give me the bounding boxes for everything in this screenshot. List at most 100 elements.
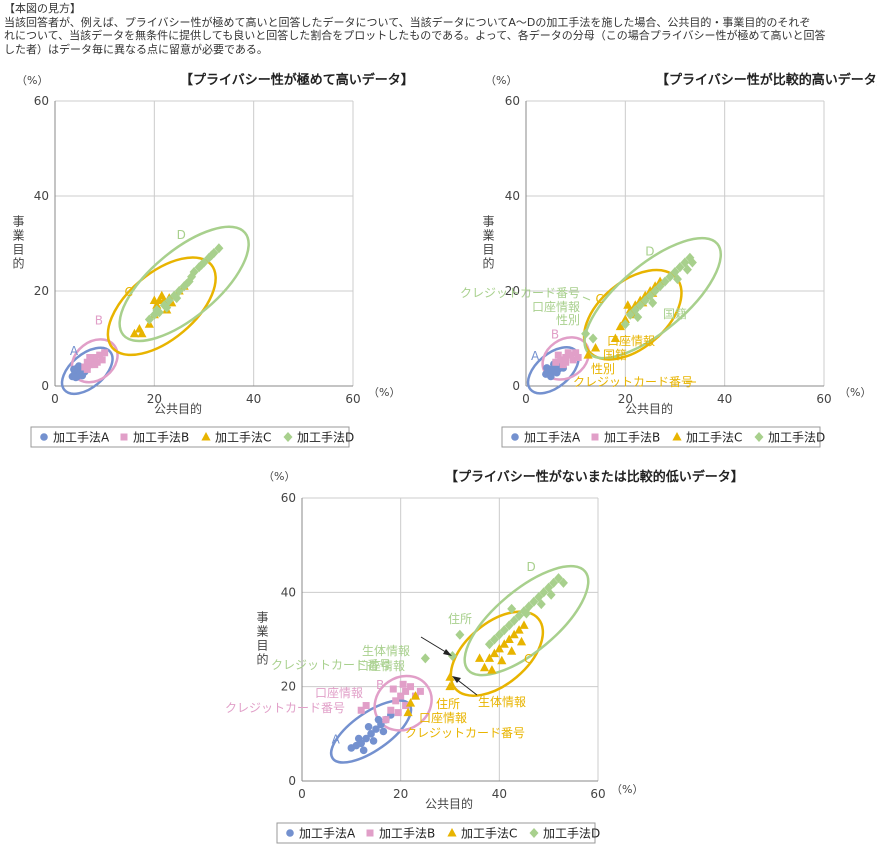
data-point-d: [665, 271, 675, 282]
data-point-d: [507, 603, 517, 614]
y-axis-label-char: 的: [255, 652, 269, 665]
data-point-d: [529, 596, 539, 607]
x-tick-label: 40: [717, 392, 732, 406]
data-point-b: [392, 697, 400, 705]
x-tick-label: 0: [298, 787, 306, 801]
data-annotation: 口座情報: [607, 333, 655, 348]
data-point-d: [504, 620, 514, 631]
x-tick-label: 60: [590, 787, 605, 801]
group-ellipse-A: [60, 346, 114, 396]
legend-label: 加工手法B: [604, 431, 660, 445]
legend-label: 加工手法A: [299, 827, 356, 841]
data-point-d: [588, 333, 598, 344]
legend-swatch: [120, 433, 128, 441]
data-point-c: [149, 295, 159, 304]
data-point-b: [362, 702, 370, 710]
y-tick-label: 0: [512, 379, 520, 393]
data-point-c: [623, 300, 633, 309]
legend-label: 加工手法A: [53, 431, 110, 445]
ellipse-label: A: [70, 344, 79, 358]
data-point-b: [416, 687, 424, 695]
note-line: れについて、当該データを無条件に提供しても良いと回答した割合をプロットしたもので…: [4, 29, 826, 42]
y-axis-label-char: 目: [11, 243, 25, 255]
legend-swatch: [754, 432, 764, 442]
data-point-d: [648, 297, 658, 308]
note-line: した者）はデータ毎に異なる点に留意が必要である。: [4, 42, 268, 56]
data-point-d: [546, 589, 556, 600]
ellipse-label: B: [551, 328, 559, 342]
data-point-b: [86, 354, 94, 361]
x-unit-label: （%）: [839, 386, 871, 399]
y-tick-label: 0: [41, 379, 49, 393]
legend-box: [276, 822, 596, 844]
data-annotation: 口座情報: [357, 658, 405, 673]
legend-swatch: [511, 433, 519, 441]
data-annotation: 住所: [436, 697, 460, 711]
data-point-c: [484, 653, 495, 662]
data-point-c: [403, 707, 413, 717]
data-point-b: [407, 683, 415, 691]
data-point-c: [152, 300, 162, 309]
data-point-b: [382, 716, 390, 724]
data-point-b: [389, 685, 397, 693]
y-unit-label: （%）: [485, 74, 517, 87]
note-title: 【本図の見方】: [4, 2, 81, 15]
ellipse-label: B: [376, 678, 384, 692]
data-point-a: [552, 368, 561, 377]
data-point-d: [672, 274, 682, 285]
data-point-b: [564, 349, 572, 357]
chart-legend: 加工手法A 加工手法B 加工手法C 加工手法D: [276, 822, 600, 844]
y-axis-label-char: 事: [255, 611, 269, 623]
ellipse-label: D: [177, 228, 186, 242]
data-point-a: [78, 371, 87, 380]
y-axis-label: 事業目的: [11, 215, 25, 269]
data-point-a: [72, 373, 80, 382]
y-axis-label-char: 事: [11, 215, 25, 227]
data-point-d: [549, 577, 559, 588]
data-point-b: [86, 361, 94, 369]
y-tick-label: 60: [505, 94, 520, 108]
legend-label: 加工手法B: [379, 827, 435, 841]
data-annotation: 性別: [556, 313, 580, 327]
legend-box: [30, 426, 350, 448]
data-point-a: [359, 746, 368, 755]
ellipse-label: D: [645, 244, 654, 258]
data-point-b: [98, 356, 106, 364]
data-annotation: 生体情報: [362, 644, 410, 658]
data-point-c: [494, 643, 504, 653]
chart-panel-1: 0 20 40 60 0 20 40 60 【プライバシー性が極めて高いデータ】 （%） （%） 公共…: [11, 72, 414, 448]
data-point-c: [620, 314, 630, 323]
y-axis-label-char: 事: [481, 215, 495, 227]
data-point-c: [129, 328, 140, 338]
data-point-a: [364, 722, 373, 731]
ellipse-label: D: [526, 560, 535, 574]
data-point-a: [547, 372, 555, 381]
data-point-c: [519, 620, 529, 629]
data-point-d: [536, 599, 546, 610]
y-axis-label-char: 的: [481, 256, 495, 269]
x-tick-label: 20: [618, 392, 633, 406]
data-point-a: [362, 734, 370, 743]
data-point-b: [394, 709, 402, 717]
legend-label: 加工手法B: [133, 431, 189, 445]
data-point-d: [581, 328, 591, 339]
chart-legend: 加工手法A 加工手法B 加工手法C 加工手法D: [30, 426, 354, 448]
data-annotation: 国籍: [663, 306, 687, 321]
y-tick-label: 40: [505, 189, 520, 203]
data-point-b: [402, 702, 410, 710]
data-annotation: 住所: [448, 612, 472, 626]
data-point-d: [455, 629, 465, 640]
data-point-d: [214, 243, 224, 254]
data-point-c: [410, 691, 421, 700]
figure-note: 【本図の見方】 当該回答者が、例えば、プライバシー性が極めて高いと回答したデータ…: [4, 2, 872, 56]
ellipse-label: C: [125, 285, 133, 299]
note-line: 当該回答者が、例えば、プライバシー性が極めて高いと回答したデータについて、当該デ…: [4, 15, 811, 29]
y-unit-label: （%）: [16, 74, 48, 87]
data-point-d: [635, 300, 645, 311]
y-axis-label-char: 業: [255, 625, 269, 637]
y-axis-label: 事業目的: [255, 611, 269, 665]
data-point-a: [367, 730, 375, 738]
x-tick-label: 20: [393, 787, 408, 801]
y-tick-label: 60: [281, 491, 296, 505]
